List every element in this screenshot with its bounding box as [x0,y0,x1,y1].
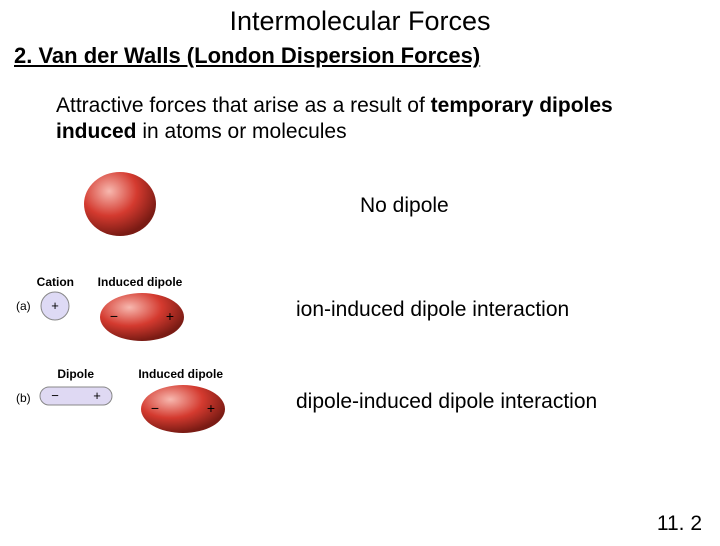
letter-a: (a) [16,299,31,313]
induced-dipole-group-1: Induced dipole − + [92,275,188,345]
letter-b: (b) [16,391,31,405]
page-title: Intermolecular Forces [0,6,720,37]
row-no-dipole: No dipole [0,168,720,245]
diagram-dipole-induced: (b) Dipole − + Induced dipole [0,367,296,437]
row-dipole-induced: (b) Dipole − + Induced dipole [0,367,720,437]
label-dipole-induced: dipole-induced dipole interaction [296,390,720,414]
induced-dipole-label-2: Induced dipole [138,367,223,381]
desc-post: in atoms or molecules [137,120,347,143]
row-ion-induced: (a) Cation + Induced dipole [0,275,720,345]
svg-text:+: + [207,400,215,416]
svg-text:+: + [93,388,101,403]
label-no-dipole: No dipole [360,194,720,218]
cation-group: Cation + [37,275,74,323]
desc-pre: Attractive forces that arise as a result… [56,94,431,117]
page-number: 11. 2 [657,512,702,536]
induced-dipole-group-2: Induced dipole − + [133,367,229,437]
svg-text:−: − [151,400,159,416]
cation-icon: + [38,289,72,323]
svg-text:−: − [110,308,118,324]
section-subtitle: 2. Van der Walls (London Dispersion Forc… [14,43,720,69]
dipole-icon: − + [37,381,115,411]
svg-text:+: + [52,298,60,313]
description-text: Attractive forces that arise as a result… [56,93,690,146]
cation-label: Cation [37,275,74,289]
label-ion-induced: ion-induced dipole interaction [296,298,720,322]
svg-text:−: − [51,388,59,403]
induced-dipole-label-1: Induced dipole [98,275,183,289]
induced-sphere-1: − + [92,289,188,345]
diagram-ion-induced: (a) Cation + Induced dipole [0,275,296,345]
induced-sphere-2: − + [133,381,229,437]
dipole-label: Dipole [57,367,94,381]
sphere-neutral [80,168,160,245]
diagram-no-dipole [0,168,360,245]
dipole-group: Dipole − + [37,367,115,411]
svg-text:+: + [166,308,174,324]
